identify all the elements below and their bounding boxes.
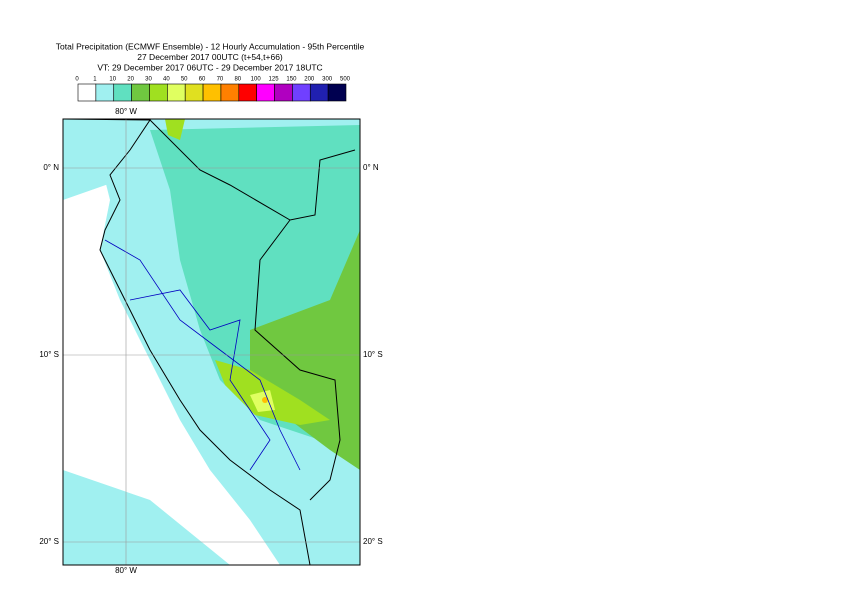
legend-label: 30 [145, 77, 152, 83]
legend-color-box [113, 83, 132, 102]
legend-label: 100 [251, 77, 262, 83]
title-line: VT: 29 December 2017 06UTC - 29 December… [97, 62, 322, 72]
map [62, 118, 361, 566]
legend-label: 60 [199, 77, 206, 83]
legend-label: 300 [322, 77, 333, 83]
legend-label: 10 [109, 77, 116, 83]
legend-label: 80 [234, 77, 241, 83]
lat-label: 0° N [43, 163, 59, 172]
lat-label: 20° S [39, 537, 59, 546]
legend-color-box [167, 83, 186, 102]
legend-color-box [95, 83, 115, 102]
precip-area [262, 397, 268, 403]
lat-label: 10° S [39, 350, 59, 359]
legend-label: 20 [127, 77, 134, 83]
lat-label: 10° S [363, 350, 383, 359]
legend-color-box [292, 83, 311, 102]
legend-label: 125 [269, 77, 280, 83]
precip-area [63, 470, 230, 565]
legend-color-box [327, 83, 347, 102]
precip-area [63, 119, 150, 200]
legend-color-box [149, 83, 168, 102]
lat-label: 20° S [363, 537, 383, 546]
legend-label: 50 [181, 77, 188, 83]
legend-color-box [309, 83, 329, 102]
map-frame [62, 118, 361, 566]
precip-area [165, 119, 185, 140]
legend-label: 0 [75, 77, 79, 83]
coastline [63, 119, 311, 565]
lon-label: 80° W [115, 566, 137, 575]
legend-label: 200 [304, 77, 315, 83]
lon-label: 80° W [115, 107, 137, 116]
legend-color-box [77, 83, 97, 102]
title-line: 27 December 2017 00UTC (t+54,t+66) [137, 52, 283, 62]
legend-color-box [220, 83, 240, 102]
region-border [104, 239, 301, 471]
precip-area [215, 360, 330, 425]
legend-label: 150 [286, 77, 297, 83]
lat-label: 0° N [363, 163, 379, 172]
legend-label: 70 [217, 77, 224, 83]
legend-label: 1 [93, 77, 97, 83]
border [254, 219, 341, 501]
legend-label: 500 [340, 77, 351, 83]
legend-label: 40 [163, 77, 170, 83]
legend-color-box [184, 83, 204, 102]
legend-color-box [256, 83, 275, 102]
legend-color-box [238, 83, 257, 102]
region-border [129, 289, 271, 471]
legend-color-box [202, 83, 222, 102]
legend-color-box [131, 83, 150, 102]
title-line: Total Precipitation (ECMWF Ensemble) - 1… [56, 41, 365, 51]
legend-color-box [274, 83, 293, 102]
